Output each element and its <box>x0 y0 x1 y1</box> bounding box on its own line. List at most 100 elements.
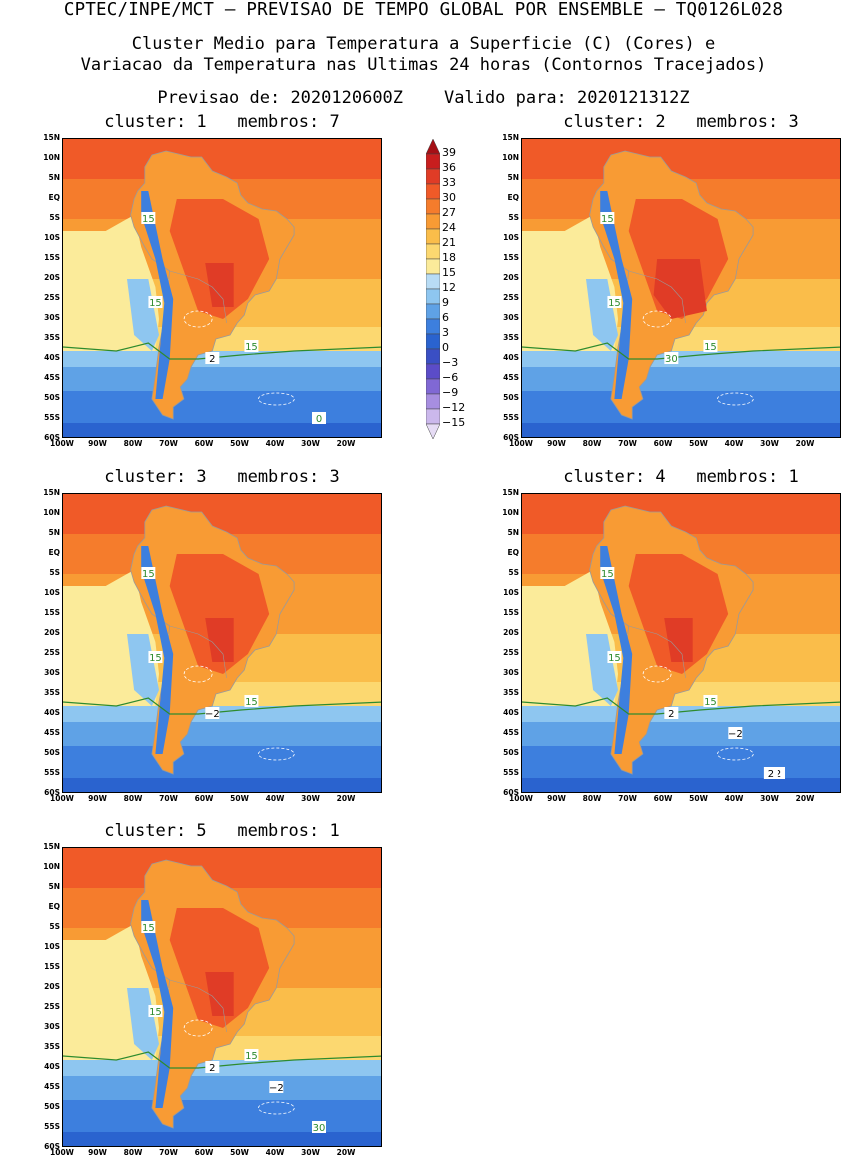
temperature-band <box>522 746 840 779</box>
contour-label: 2 <box>664 707 679 720</box>
colorbar-level-label: 39 <box>442 146 456 159</box>
andes-cold-strip <box>600 191 633 399</box>
contour-label-text: 2 <box>668 709 674 720</box>
latitude-tick-label: 5S <box>49 568 60 577</box>
colorbar-swatch <box>425 363 441 380</box>
panel-title: cluster: 4 membros: 1 <box>563 467 799 487</box>
longitude-tick-label: 70W <box>159 794 178 803</box>
contour-label-bg <box>269 1081 284 1093</box>
contour-label-text: 2 <box>209 354 215 365</box>
contour-15c <box>522 342 840 360</box>
longitude-tick-label: 100W <box>509 794 533 803</box>
colorbar-swatch <box>425 258 441 275</box>
contour-label-bg <box>664 352 679 364</box>
longitude-tick-label: 80W <box>123 1148 143 1157</box>
latitude-tick-label: 15N <box>43 133 60 142</box>
colorbar-level-label: 33 <box>442 176 456 189</box>
longitude-tick-label: 20W <box>336 1148 356 1157</box>
latitude-tick-label: 5S <box>49 922 60 931</box>
contour-label-text: 2 <box>775 769 781 780</box>
hot-core-region <box>205 972 234 1016</box>
contour-label-text: −2 <box>728 729 743 740</box>
colorbar-level-label: 6 <box>442 311 449 324</box>
colorbar-swatch <box>425 378 441 395</box>
latitude-tick-label: 55S <box>44 768 60 777</box>
latitude-tick-label: 50S <box>44 748 60 757</box>
latitude-tick-label: 60S <box>503 433 519 442</box>
longitude-tick-label: 50W <box>230 794 249 803</box>
contour-15c <box>63 342 381 360</box>
contour-label-text: −2 <box>205 709 220 720</box>
colorbar-level-label: −6 <box>442 371 459 384</box>
latitude-tick-label: 15N <box>502 133 519 142</box>
temperature-band <box>63 746 381 779</box>
temperature-band <box>63 1076 381 1101</box>
latitude-tick-label: 15S <box>44 253 60 262</box>
longitude-tick-label: 100W <box>50 794 74 803</box>
latitude-tick-label: 10S <box>44 588 60 597</box>
temperature-band <box>63 722 381 747</box>
panel-title: cluster: 1 membros: 7 <box>104 112 340 132</box>
longitude-tick-label: 90W <box>88 1148 107 1157</box>
country-border <box>628 625 686 679</box>
latitude-tick-label: 15N <box>43 842 60 851</box>
latitude-tick-label: 10N <box>43 508 60 517</box>
longitude-tick-label: 90W <box>88 439 107 448</box>
colorbar-level-label: 30 <box>442 191 456 204</box>
contour-label-bg <box>600 567 615 579</box>
latitude-tick-label: 25S <box>503 648 519 657</box>
longitude-tick-label: 50W <box>689 794 708 803</box>
figure-subtitle-2: Variacao da Temperatura nas Ultimas 24 h… <box>80 55 767 75</box>
contour-label-text: 15 <box>142 569 155 580</box>
variation-contour <box>183 665 213 683</box>
contour-label: 15 <box>244 340 259 353</box>
contour-label-text: 15 <box>245 697 258 708</box>
colorbar-swatch <box>425 273 441 290</box>
longitude-tick-label: 20W <box>795 439 815 448</box>
temperature-band <box>63 423 381 437</box>
colorbar-swatch <box>425 138 441 155</box>
colorbar-swatch <box>425 318 441 335</box>
figure-subtitle-1: Cluster Medio para Temperatura a Superfi… <box>131 34 716 54</box>
longitude-tick-label: 70W <box>159 439 178 448</box>
latitude-tick-label: 35S <box>44 688 60 697</box>
temperature-band <box>522 139 840 180</box>
colorbar-swatch <box>425 393 441 410</box>
hot-core-region <box>205 618 234 662</box>
temperature-band <box>63 1060 381 1077</box>
latitude-tick-label: 10N <box>502 153 519 162</box>
latitude-tick-label: 40S <box>44 708 60 717</box>
contour-label-text: 15 <box>149 653 162 664</box>
latitude-tick-label: 15S <box>503 608 519 617</box>
latitude-tick-label: 30S <box>503 313 519 322</box>
latitude-tick-label: 60S <box>44 788 60 797</box>
warm-interior-region <box>169 908 270 1028</box>
latitude-tick-label: 10N <box>43 862 60 871</box>
temperature-band <box>63 848 381 889</box>
temperature-band <box>522 706 840 723</box>
longitude-tick-label: 50W <box>230 1148 249 1157</box>
contour-label-text: 2 <box>768 769 774 780</box>
contour-label: 15 <box>703 340 718 353</box>
contour-label-bg <box>728 727 743 739</box>
latitude-tick-label: 45S <box>503 373 519 382</box>
longitude-tick-label: 100W <box>50 439 74 448</box>
colorbar-swatch <box>425 303 441 320</box>
latitude-tick-label: 5N <box>48 173 61 182</box>
figure-title: CPTEC/INPE/MCT – PREVISAO DE TEMPO GLOBA… <box>63 0 784 20</box>
latitude-tick-label: 40S <box>503 353 519 362</box>
latitude-tick-label: 30S <box>503 668 519 677</box>
latitude-tick-label: 20S <box>503 273 519 282</box>
contour-label-text: 15 <box>601 569 614 580</box>
latitude-tick-label: 15S <box>44 962 60 971</box>
latitude-tick-label: 55S <box>503 768 519 777</box>
latitude-tick-label: 45S <box>44 373 60 382</box>
andes-cold-strip <box>141 900 174 1108</box>
contour-label-text: 2 <box>209 1063 215 1074</box>
contour-label: 15 <box>141 921 156 934</box>
contour-label: 30 <box>312 1121 326 1134</box>
latitude-tick-label: 55S <box>503 413 519 422</box>
colorbar-level-label: 24 <box>442 221 456 234</box>
contour-label: 15 <box>244 1049 259 1062</box>
temperature-band <box>522 494 840 535</box>
